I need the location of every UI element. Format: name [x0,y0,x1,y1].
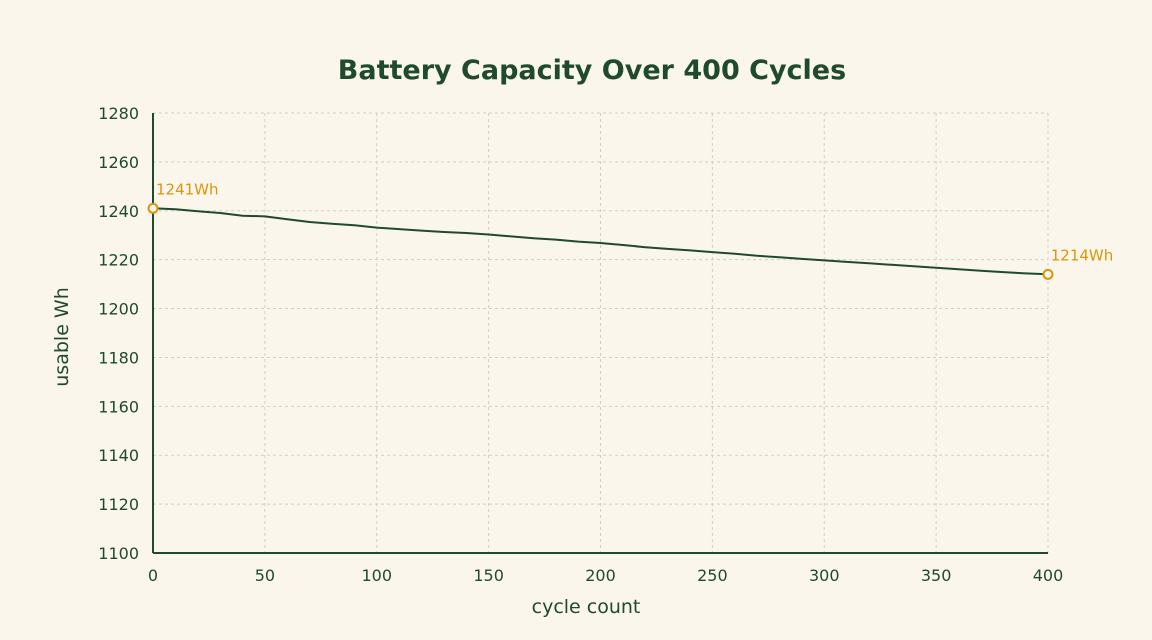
y-tick-label: 1140 [98,446,139,465]
x-tick-label: 350 [921,566,952,585]
y-tick-label: 1200 [98,300,139,319]
annotations: 1241Wh 1214Wh [147,180,1114,280]
y-tick-label: 1240 [98,202,139,221]
x-tick-label: 250 [697,566,728,585]
y-tick-label: 1220 [98,251,139,270]
axes [152,113,1048,554]
series-group [152,207,1049,276]
x-axis-label: cycle count [532,596,641,618]
x-tick-label: 100 [361,566,392,585]
data-point-marker [147,202,159,214]
chart-title: Battery Capacity Over 400 Cycles [338,55,846,86]
x-tick-label: 0 [148,566,158,585]
y-tick-label: 1120 [98,495,139,514]
x-tick-label: 50 [255,566,275,585]
x-tick-label: 400 [1033,566,1064,585]
y-tick-label: 1100 [98,544,139,563]
data-label: 1241Wh [156,180,219,198]
y-tick-label: 1180 [98,348,139,367]
data-label: 1214Wh [1051,246,1114,264]
x-tick-label: 200 [585,566,616,585]
y-tick-label: 1260 [98,153,139,172]
grid-lines [153,112,1049,553]
y-tick-labels: 1100 1120 1140 1160 1180 1200 1220 1240 1260 1280 [98,104,139,563]
x-tick-label: 150 [473,566,504,585]
y-axis-label: usable Wh [51,287,73,386]
x-tick-labels: 0 50 100 150 200 250 300 350 400 [148,566,1063,585]
x-tick-label: 300 [809,566,840,585]
data-point-marker [1042,268,1054,280]
series-line [152,207,1049,276]
y-tick-label: 1280 [98,104,139,123]
y-tick-label: 1160 [98,397,139,416]
